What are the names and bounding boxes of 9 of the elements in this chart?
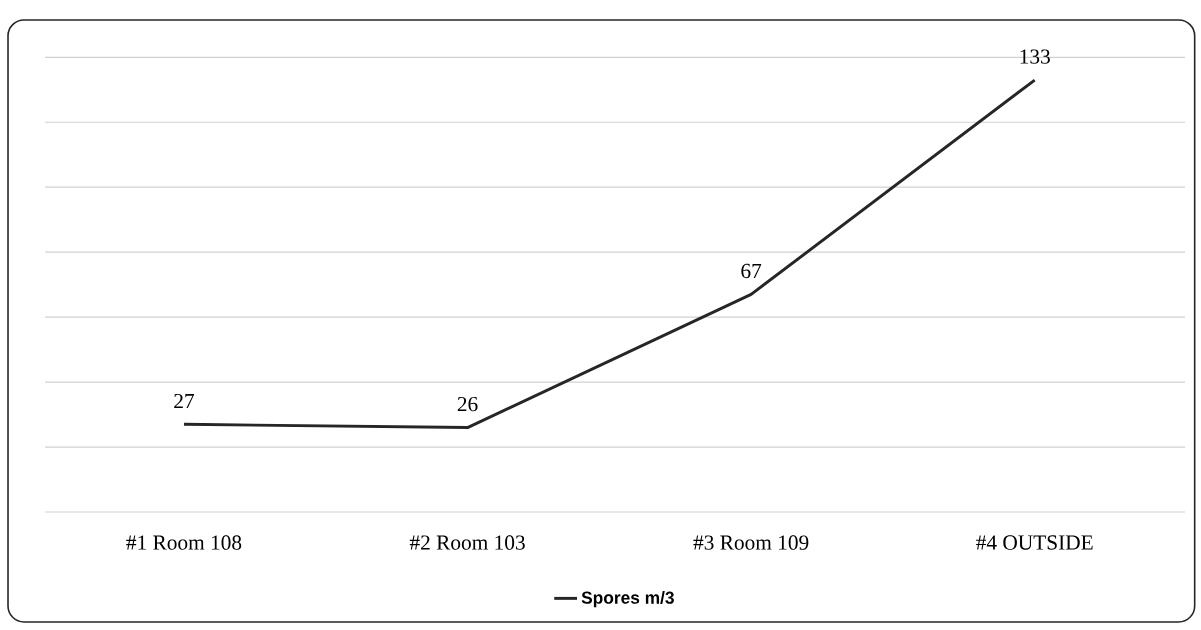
data-label: 67 bbox=[741, 263, 762, 279]
data-label: 26 bbox=[457, 396, 478, 412]
x-tick-label: #4 OUTSIDE bbox=[976, 535, 1093, 550]
x-tick-label: #3 Room 109 bbox=[693, 535, 809, 550]
legend-label: Spores m/3 bbox=[581, 591, 674, 608]
x-tick-label: #1 Room 108 bbox=[126, 535, 242, 550]
data-label: 27 bbox=[174, 393, 195, 409]
x-tick-label: #2 Room 103 bbox=[409, 535, 525, 550]
data-label: 133 bbox=[1020, 49, 1050, 64]
